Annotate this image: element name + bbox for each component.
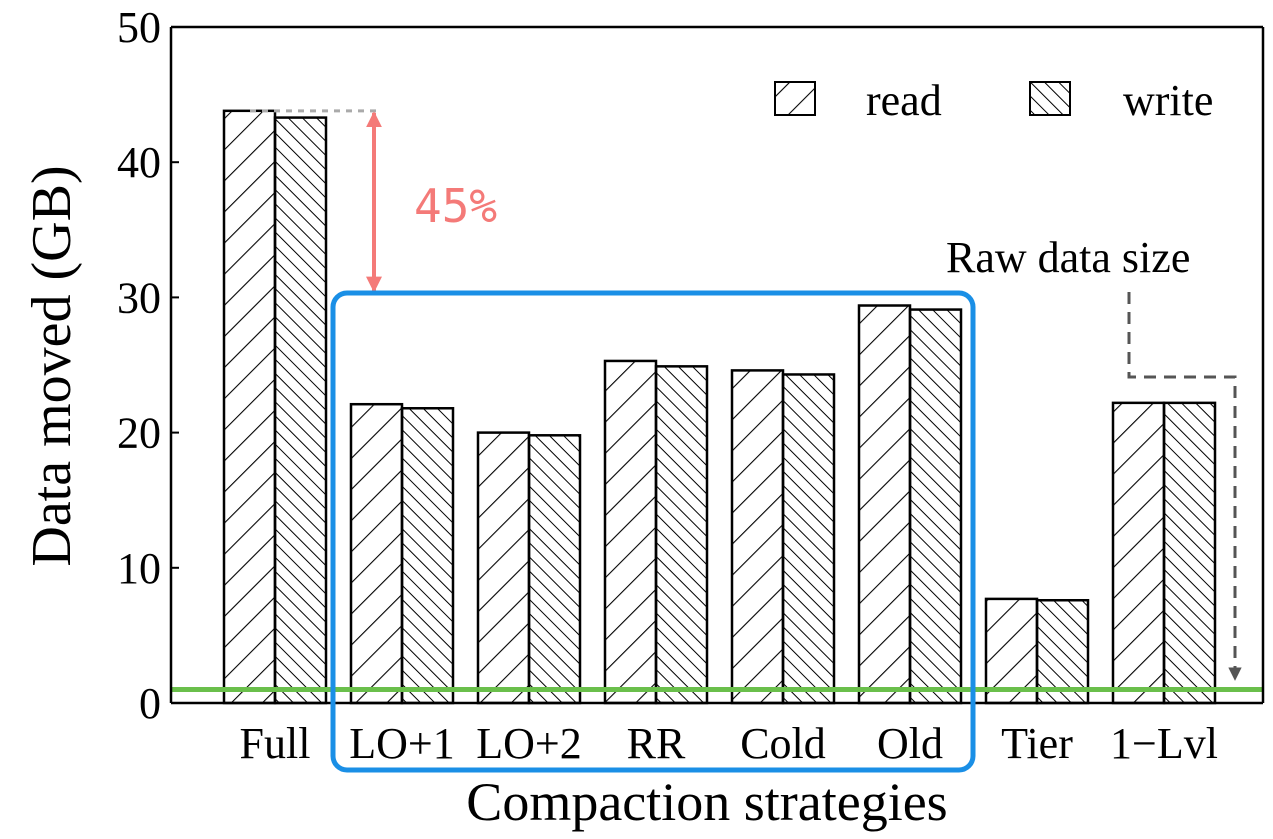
legend-label-read: read — [866, 76, 942, 125]
x-tick-label: LO+2 — [476, 719, 581, 768]
reference-leader-arrow — [1127, 292, 1242, 681]
bar-write — [908, 308, 963, 705]
bar-read — [603, 359, 658, 705]
x-axis-label: Compaction strategies — [466, 772, 947, 832]
x-tick-label: Cold — [740, 719, 826, 768]
bar-read — [476, 431, 531, 705]
legend-label-write: write — [1123, 76, 1213, 125]
bar-read — [730, 369, 785, 705]
x-tick-label: Full — [240, 719, 311, 768]
x-tick-label: Tier — [1001, 719, 1073, 768]
bar-read — [857, 304, 912, 705]
highlight-box — [330, 290, 976, 773]
bar-write — [1035, 598, 1090, 705]
bar-write — [1162, 401, 1217, 705]
axes-layer — [169, 25, 1265, 705]
bars-layer — [222, 109, 1217, 705]
y-tick-label: 20 — [117, 409, 161, 458]
y-tick-label: 50 — [117, 3, 161, 52]
bar-write — [781, 373, 836, 705]
reference-layer — [171, 109, 1263, 692]
x-tick-label: 1−Lvl — [1110, 719, 1218, 768]
x-tick-labels: Full LO+1 LO+2 RR Cold Old Tier 1−Lvl — [240, 719, 1218, 768]
legend: read write — [774, 76, 1213, 125]
percent-annotation: 45% — [414, 179, 497, 233]
bar-write — [654, 365, 709, 705]
x-tick-label: Old — [877, 719, 943, 768]
x-tick-label: LO+1 — [349, 719, 454, 768]
bar-read — [222, 109, 277, 705]
y-tick-label: 0 — [139, 679, 161, 728]
x-tick-label: RR — [627, 719, 686, 768]
y-tick-labels: 0 10 20 30 40 50 — [117, 3, 179, 728]
reference-line-label: Raw data size — [946, 233, 1190, 282]
bar-read — [349, 402, 404, 705]
y-tick-label: 40 — [117, 138, 161, 187]
legend-swatch-write — [1029, 81, 1071, 116]
bar-write — [400, 407, 455, 705]
legend-swatch-read — [774, 81, 816, 116]
bar-write — [273, 116, 328, 705]
y-tick-label: 30 — [117, 273, 161, 322]
y-tick-label: 10 — [117, 544, 161, 593]
y-axis-label: Data moved (GB) — [21, 165, 83, 566]
bar-read — [1111, 401, 1166, 705]
bar-write — [527, 434, 582, 705]
